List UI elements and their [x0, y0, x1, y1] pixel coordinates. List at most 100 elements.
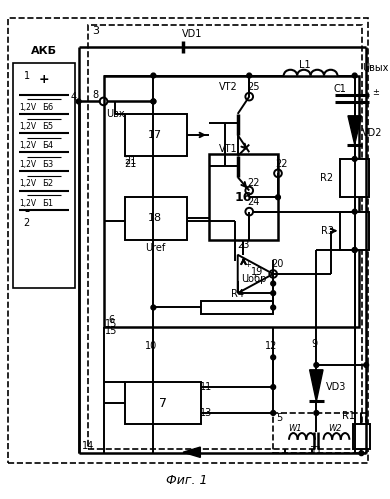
Text: W1: W1 — [289, 424, 302, 433]
Text: Фиг. 1: Фиг. 1 — [166, 474, 207, 487]
Text: VT1: VT1 — [219, 144, 238, 154]
Bar — [353, 425, 370, 450]
Text: L1: L1 — [299, 60, 311, 70]
Text: Uвх: Uвх — [106, 109, 124, 119]
Circle shape — [151, 73, 156, 78]
Bar — [125, 382, 201, 425]
Circle shape — [151, 99, 156, 104]
Text: 1,2V: 1,2V — [19, 179, 36, 188]
Circle shape — [314, 411, 319, 415]
Text: 18: 18 — [148, 214, 162, 224]
Polygon shape — [348, 116, 362, 145]
Bar — [340, 159, 369, 197]
Text: Б1: Б1 — [43, 199, 53, 208]
Text: W2: W2 — [329, 424, 342, 433]
Circle shape — [352, 73, 357, 78]
Text: 1,2V: 1,2V — [19, 160, 36, 169]
Text: 13: 13 — [200, 408, 212, 418]
Bar — [201, 301, 273, 314]
Circle shape — [151, 99, 156, 104]
Text: Uref: Uref — [145, 243, 165, 253]
Text: 15: 15 — [105, 319, 117, 329]
Circle shape — [352, 248, 357, 252]
Bar — [13, 63, 75, 288]
Bar — [88, 25, 362, 450]
Text: Uвых: Uвых — [362, 63, 389, 73]
Text: 11: 11 — [200, 382, 212, 392]
Bar — [340, 212, 369, 250]
Text: 20: 20 — [271, 259, 283, 269]
Text: VD1: VD1 — [181, 29, 202, 39]
Text: 21: 21 — [124, 159, 136, 169]
Text: 1,2V: 1,2V — [19, 103, 36, 112]
Text: T1: T1 — [310, 446, 322, 456]
Text: 4: 4 — [71, 92, 77, 102]
Text: VT2: VT2 — [219, 82, 238, 92]
Text: C1: C1 — [334, 84, 347, 94]
Text: R2: R2 — [321, 173, 333, 183]
Text: 9: 9 — [311, 339, 317, 349]
Text: Б2: Б2 — [43, 179, 53, 188]
Text: -: - — [246, 277, 249, 286]
Text: +: + — [244, 260, 251, 269]
Circle shape — [314, 363, 319, 367]
Polygon shape — [183, 447, 200, 458]
Circle shape — [271, 355, 276, 360]
Text: 14: 14 — [82, 442, 94, 452]
Text: R4: R4 — [231, 289, 244, 299]
Text: 21: 21 — [124, 156, 136, 166]
Text: 1,2V: 1,2V — [19, 141, 36, 150]
Text: 16: 16 — [235, 191, 252, 204]
Text: ±: ± — [372, 88, 379, 97]
Text: Б3: Б3 — [42, 160, 53, 169]
Text: АКБ: АКБ — [31, 45, 57, 55]
Text: Б5: Б5 — [43, 122, 53, 131]
Circle shape — [151, 305, 156, 310]
Text: VD2: VD2 — [362, 128, 383, 138]
Circle shape — [271, 411, 276, 415]
Circle shape — [364, 363, 369, 367]
Text: 17: 17 — [148, 130, 162, 140]
Bar — [125, 114, 187, 156]
Text: 1,2V: 1,2V — [19, 122, 36, 131]
Circle shape — [271, 291, 276, 295]
Text: 1: 1 — [24, 70, 30, 80]
Text: 24: 24 — [247, 197, 259, 207]
Circle shape — [352, 157, 357, 161]
Circle shape — [271, 281, 276, 286]
Bar — [209, 154, 278, 241]
Bar — [125, 197, 187, 241]
Text: Uобр: Uобр — [241, 274, 267, 284]
Text: Б6: Б6 — [42, 103, 53, 112]
Circle shape — [271, 305, 276, 310]
Text: R3: R3 — [321, 226, 333, 236]
Text: VD3: VD3 — [326, 382, 346, 392]
Text: -: - — [24, 205, 29, 218]
Circle shape — [247, 73, 252, 78]
Bar — [103, 75, 360, 327]
Text: R1: R1 — [342, 411, 355, 421]
Text: 1,2V: 1,2V — [19, 199, 36, 208]
Circle shape — [271, 385, 276, 389]
Text: 2: 2 — [24, 218, 30, 228]
Text: 3: 3 — [92, 26, 99, 36]
Text: 12: 12 — [265, 341, 277, 351]
Text: 6: 6 — [108, 315, 114, 325]
Circle shape — [352, 248, 357, 252]
Text: 15: 15 — [105, 326, 117, 336]
Polygon shape — [310, 370, 323, 401]
Bar — [273, 413, 366, 453]
Circle shape — [359, 451, 364, 456]
Text: 8: 8 — [93, 90, 99, 100]
Text: 23: 23 — [237, 240, 250, 250]
Text: 22: 22 — [247, 178, 259, 188]
Text: 22: 22 — [276, 159, 288, 169]
Circle shape — [76, 99, 81, 104]
Text: Б4: Б4 — [43, 141, 53, 150]
Circle shape — [352, 209, 357, 214]
Circle shape — [276, 195, 280, 200]
Text: 19: 19 — [251, 267, 263, 277]
Text: 7: 7 — [159, 397, 167, 410]
Text: 25: 25 — [247, 82, 259, 92]
Text: 10: 10 — [145, 341, 158, 351]
